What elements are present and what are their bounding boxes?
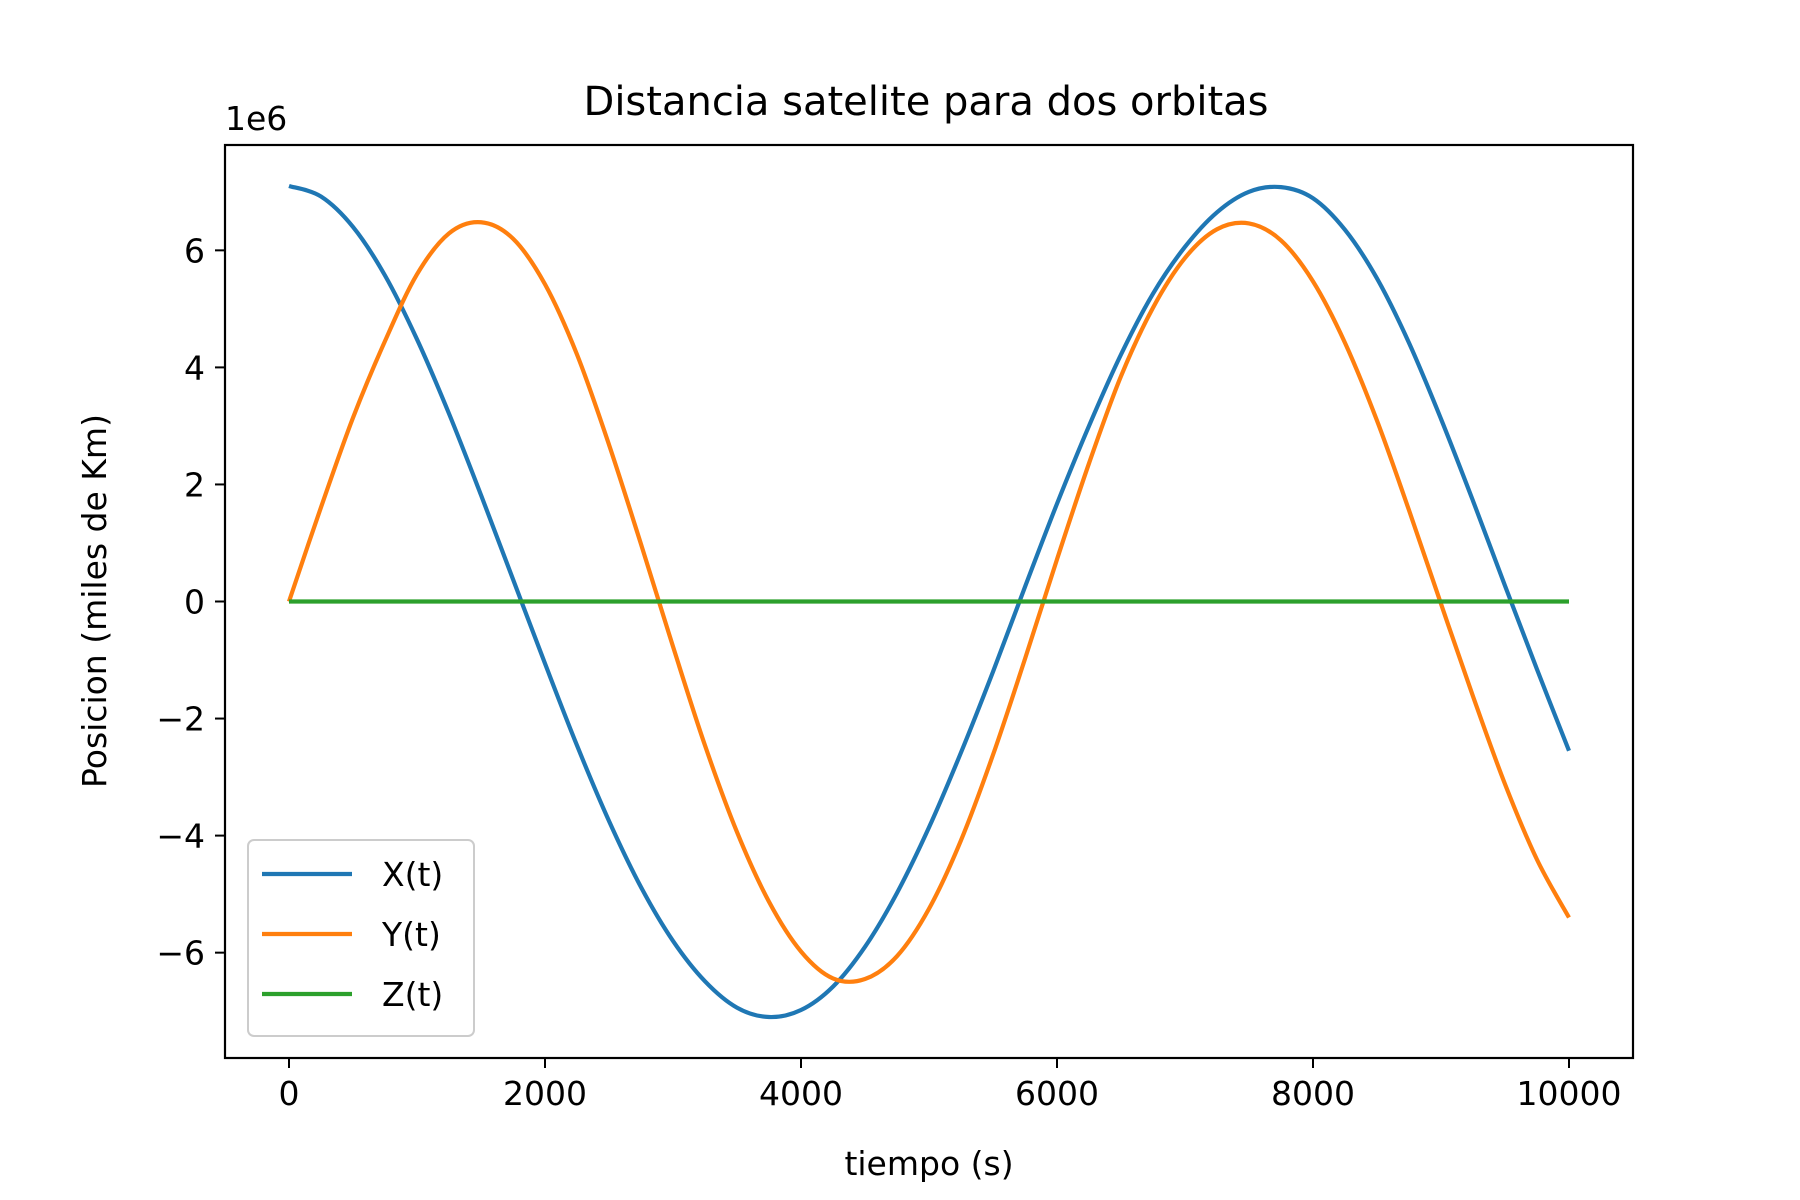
y-tick-label: −2 bbox=[156, 700, 205, 739]
y-axis-label: Posicion (miles de Km) bbox=[75, 414, 114, 788]
y-tick-label: 6 bbox=[184, 231, 205, 270]
x-axis-ticks: 0 2000 4000 6000 8000 10000 bbox=[279, 1058, 1622, 1113]
y-tick-label: 0 bbox=[184, 583, 205, 622]
legend: X(t) Y(t) Z(t) bbox=[247, 839, 475, 1037]
y-tick-label: 4 bbox=[184, 348, 205, 387]
y-offset-label: 1e6 bbox=[225, 99, 287, 138]
y-tick-label: −6 bbox=[156, 934, 205, 973]
x-tick-label: 8000 bbox=[1271, 1074, 1355, 1113]
legend-box bbox=[247, 839, 475, 1037]
legend-label-2: Z(t) bbox=[382, 975, 443, 1014]
x-tick-label: 6000 bbox=[1015, 1074, 1099, 1113]
legend-label-1: Y(t) bbox=[381, 915, 441, 954]
y-axis-ticks: −6 −4 −2 0 2 4 6 bbox=[156, 231, 225, 973]
x-tick-label: 4000 bbox=[759, 1074, 843, 1113]
y-tick-label: 2 bbox=[184, 465, 205, 504]
series-line-1 bbox=[287, 220, 1571, 984]
plot-lines bbox=[287, 183, 1571, 1020]
legend-label-0: X(t) bbox=[382, 855, 443, 894]
chart-title: Distancia satelite para dos orbitas bbox=[584, 79, 1269, 125]
x-tick-label: 10000 bbox=[1517, 1074, 1622, 1113]
series-line-0 bbox=[288, 183, 1571, 1020]
x-axis-label: tiempo (s) bbox=[844, 1144, 1013, 1183]
x-tick-label: 0 bbox=[279, 1074, 300, 1113]
x-tick-label: 2000 bbox=[503, 1074, 587, 1113]
y-tick-label: −4 bbox=[156, 817, 205, 856]
